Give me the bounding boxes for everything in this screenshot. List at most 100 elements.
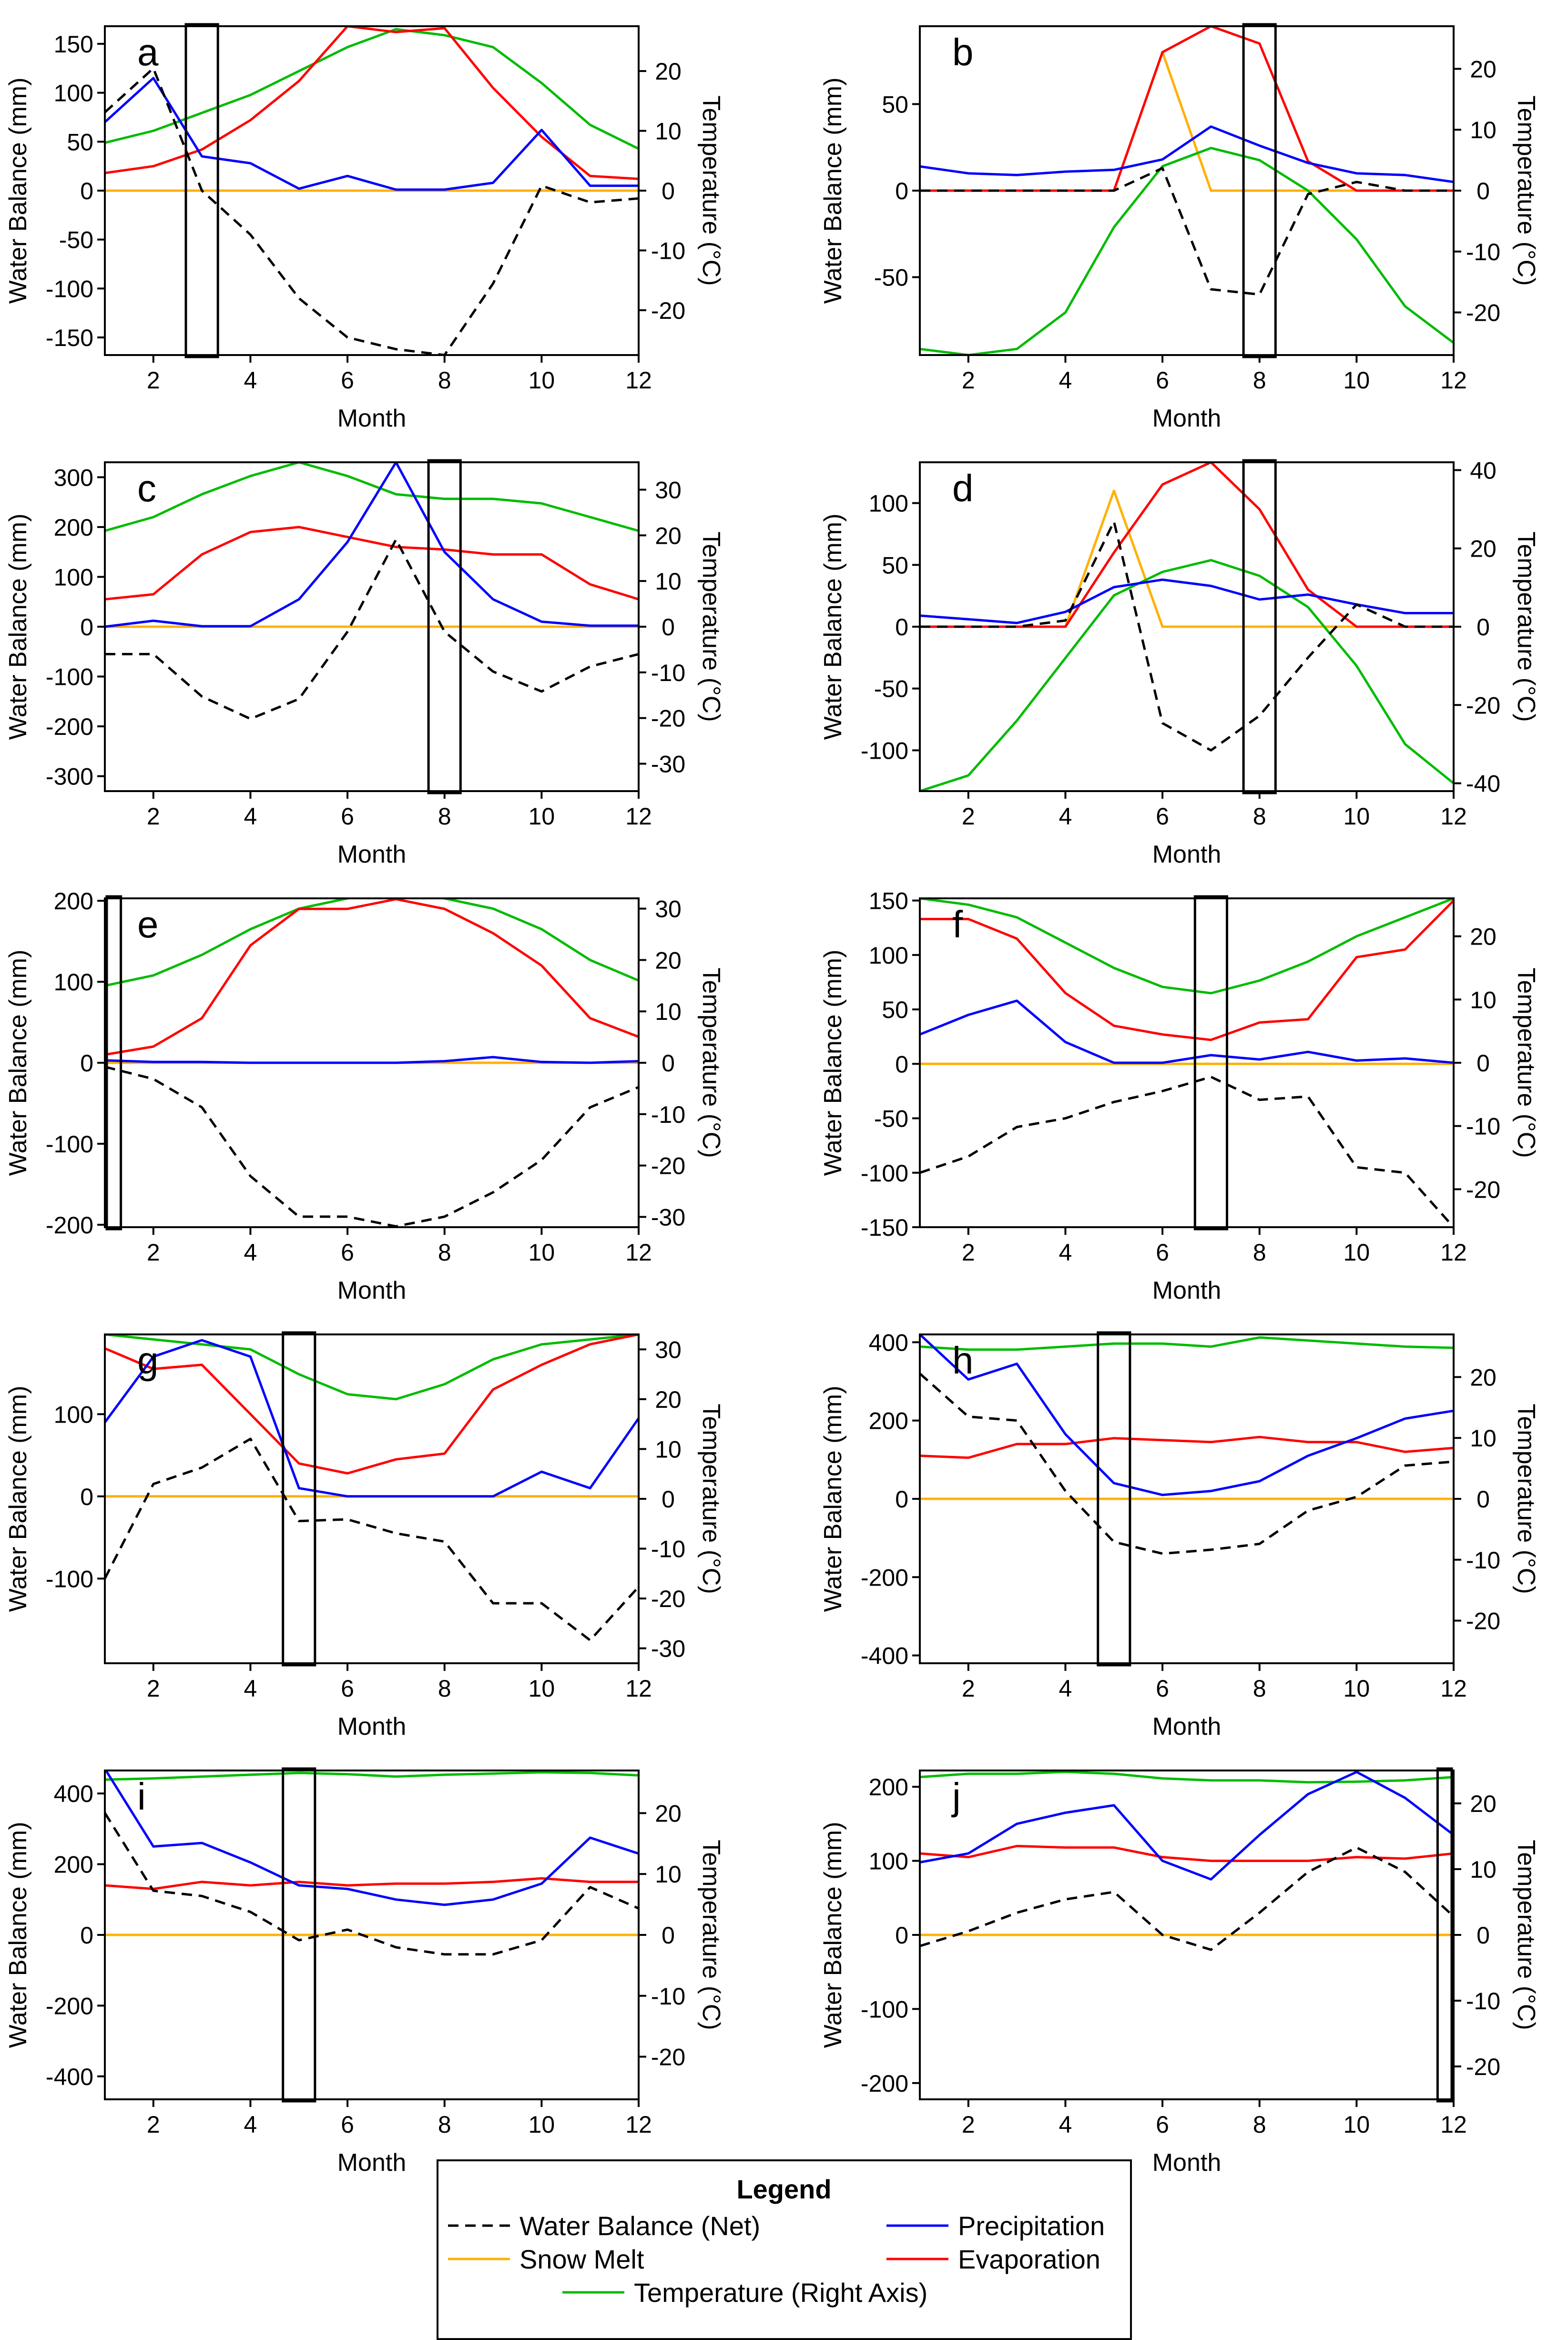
series-line-precipitation: [105, 77, 639, 191]
y2-tick-label: -10: [651, 1101, 685, 1128]
y-tick-label: 0: [80, 1484, 93, 1510]
x-tick-label: 4: [244, 803, 257, 830]
y-tick-label: -400: [861, 1643, 908, 1669]
x-tick-label: 2: [147, 367, 160, 394]
y2-tick-label: 0: [1476, 178, 1490, 204]
series-line-temperature: [920, 898, 1454, 995]
x-tick-label: 12: [625, 2111, 652, 2138]
series-line-evaporation: [105, 526, 639, 600]
x-tick-label: 2: [147, 1239, 160, 1266]
x-tick-label: 2: [962, 2111, 975, 2138]
y-tick-label: 50: [882, 552, 908, 579]
y-tick-label: 0: [80, 614, 93, 641]
y-axis-label: Water Balance (mm): [4, 514, 32, 740]
x-tick-label: 10: [1344, 367, 1370, 394]
y-tick-label: -100: [46, 1566, 93, 1592]
series-line-water-balance: [920, 520, 1454, 752]
y2-tick-label: 20: [655, 522, 682, 549]
series-line-evaporation: [105, 26, 639, 180]
y-tick-label: 0: [895, 1922, 908, 1949]
y-tick-label: 100: [54, 969, 93, 996]
y2-tick-label: -20: [1466, 1608, 1500, 1635]
y-tick-label: -150: [46, 325, 93, 351]
x-tick-label: 6: [341, 2111, 354, 2138]
legend-label-temperature: Temperature (Right Axis): [634, 2278, 927, 2308]
x-tick-label: 12: [625, 367, 652, 394]
y2-tick-label: -10: [1466, 1113, 1500, 1140]
y2-tick-label: 20: [1470, 1791, 1497, 1817]
y-tick-label: 100: [54, 80, 93, 107]
x-tick-label: 10: [1344, 803, 1370, 830]
y2-tick-label: -20: [651, 1586, 685, 1612]
x-tick-label: 8: [1253, 2111, 1266, 2138]
series-line-temperature: [920, 1336, 1454, 1351]
y-axis-label: Water Balance (mm): [819, 78, 847, 304]
y2-tick-label: -20: [1466, 2054, 1500, 2080]
y-tick-label: -100: [46, 275, 93, 302]
y2-tick-label: -20: [1466, 1176, 1500, 1203]
legend-box: [437, 2159, 1132, 2340]
y-tick-label: -100: [46, 664, 93, 691]
highlight-box: [282, 1767, 316, 2103]
panel-letter: c: [137, 467, 156, 509]
panel-letter: a: [137, 31, 159, 73]
x-tick-label: 4: [1059, 2111, 1072, 2138]
x-tick-label: 8: [438, 367, 451, 394]
y2-tick-label: 10: [1470, 1856, 1497, 1883]
y-tick-label: -100: [861, 737, 908, 764]
y-tick-label: 50: [882, 997, 908, 1023]
x-tick-label: 10: [529, 1675, 555, 1702]
series-line-precipitation: [105, 1056, 639, 1064]
y-tick-label: -200: [861, 1564, 908, 1591]
y2-tick-label: -20: [1466, 692, 1500, 719]
highlight-box: [1193, 895, 1229, 1231]
y2-tick-label: 0: [1476, 1050, 1490, 1077]
y-tick-label: -400: [46, 2064, 93, 2090]
y-tick-label: 200: [869, 1408, 908, 1435]
y-tick-label: 200: [54, 514, 93, 541]
chart-panel-g: 2 4 6 8 10 12-1000100-30-20-100102030MonthWat…: [4, 1331, 725, 1740]
x-tick-label: 4: [244, 367, 257, 394]
x-axis-label: Month: [337, 2149, 407, 2177]
series-line-precipitation: [920, 125, 1454, 183]
x-axis-label: Month: [337, 1713, 407, 1740]
x-tick-label: 2: [147, 2111, 160, 2138]
series-group: [105, 898, 639, 1227]
series-line-evaporation: [920, 899, 1454, 1041]
x-tick-label: 10: [529, 2111, 555, 2138]
x-tick-label: 2: [962, 367, 975, 394]
panel-letter: f: [952, 903, 963, 946]
chart-panels: 2 4 6 8 10 12-150-100-50050100150-20-1001020M…: [4, 23, 1540, 2177]
highlight-box: [1436, 1767, 1453, 2103]
series-line-water-balance: [105, 67, 639, 355]
y2-axis-label: Temperature (°C): [1512, 95, 1540, 285]
x-tick-label: 10: [529, 367, 555, 394]
y-tick-label: -100: [861, 1160, 908, 1187]
x-tick-label: 10: [1344, 2111, 1370, 2138]
chart-panel-e: 2 4 6 8 10 12-200-1000100200-30-20-100102030M…: [4, 888, 725, 1304]
series-line-temperature: [920, 147, 1454, 355]
chart-panel-a: 2 4 6 8 10 12-150-100-50050100150-20-1001020M…: [4, 23, 725, 432]
panel-letter: g: [137, 1339, 159, 1382]
x-tick-label: 12: [625, 1239, 652, 1266]
y-tick-label: 400: [54, 1780, 93, 1807]
y2-tick-label: 30: [655, 477, 682, 504]
highlight-box: [282, 1331, 316, 1667]
legend: Legend Water Balance (Net) Precipitation…: [437, 2159, 1132, 2340]
series-line-evaporation: [105, 1334, 639, 1475]
y-tick-label: 100: [869, 942, 908, 969]
x-axis-label: Month: [337, 841, 407, 868]
x-tick-label: 6: [341, 1675, 354, 1702]
chart-panel-c: 2 4 6 8 10 12-300-200-1000100200300-30-20-100…: [4, 459, 725, 868]
series-line-precipitation: [920, 1334, 1454, 1496]
legend-label-water-balance: Water Balance (Net): [519, 2211, 760, 2241]
y2-tick-label: 0: [1476, 614, 1490, 641]
y-tick-label: 100: [54, 1401, 93, 1428]
y-axis-label: Water Balance (mm): [819, 1822, 847, 2048]
y-tick-label: 50: [67, 129, 93, 155]
series-line-water-balance: [920, 167, 1454, 296]
y2-tick-label: 20: [655, 1386, 682, 1413]
legend-label-evaporation: Evaporation: [958, 2244, 1100, 2274]
chart-panel-i: 2 4 6 8 10 12 -400 -200 0 200 400 -20 -10 0 10 20 Month W…: [4, 1767, 725, 2177]
panel-letter: i: [137, 1775, 146, 1818]
